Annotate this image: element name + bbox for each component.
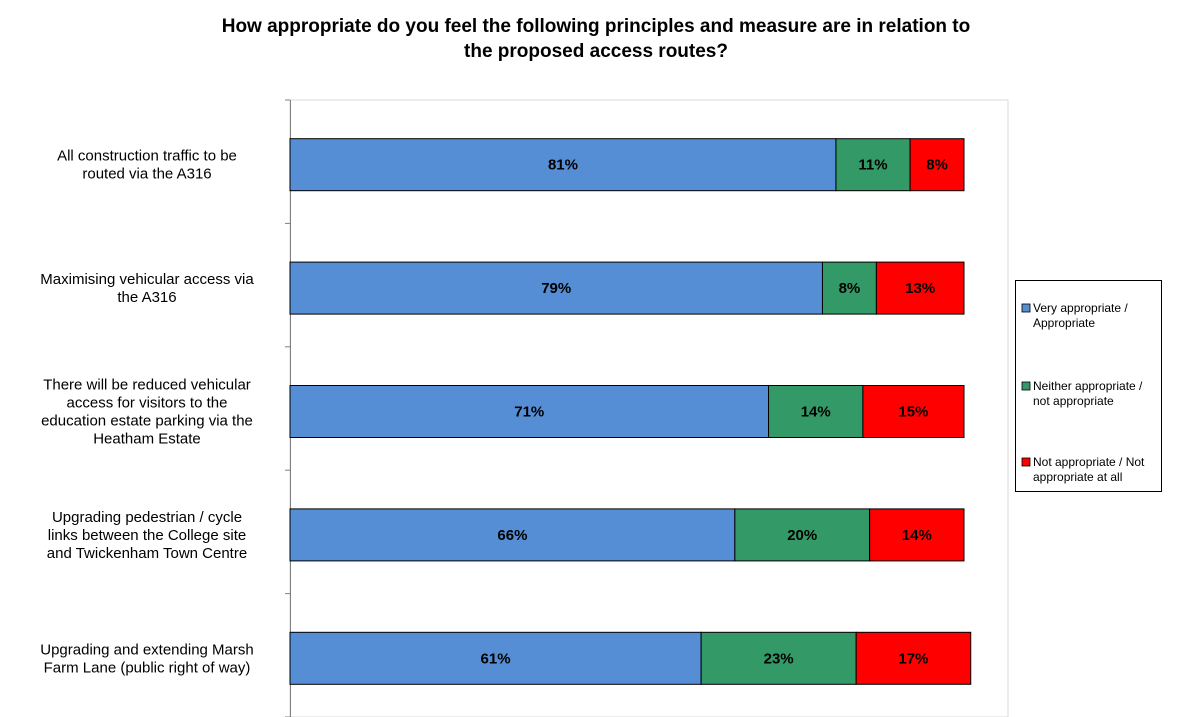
category-label-line: and Twickenham Town Centre bbox=[47, 545, 247, 562]
data-label: 61% bbox=[481, 650, 511, 667]
category-label-line: There will be reduced vehicular bbox=[43, 377, 251, 394]
legend-entry-line: Appropriate bbox=[1033, 316, 1095, 330]
legend-entry-line: appropriate at all bbox=[1033, 470, 1122, 484]
legend-entry-label: Very appropriate / Appropriate bbox=[1033, 301, 1128, 330]
data-label: 13% bbox=[905, 280, 935, 297]
chart-title-line-2: the proposed access routes? bbox=[464, 41, 728, 62]
bar-segment bbox=[821, 261, 877, 315]
data-label: 17% bbox=[898, 650, 928, 667]
category-label-line: routed via the A316 bbox=[82, 166, 211, 183]
data-label: 23% bbox=[764, 650, 794, 667]
bar-segment bbox=[289, 508, 736, 562]
bar-segment bbox=[909, 138, 965, 192]
category-label: Upgrading and extending Marsh Farm Lane (… bbox=[40, 641, 253, 676]
legend-entry-line: Very appropriate / bbox=[1033, 301, 1128, 315]
category-label-line: All construction traffic to be bbox=[57, 148, 237, 165]
bar-segment bbox=[768, 385, 864, 438]
category-label-line: access for visitors to the bbox=[67, 395, 228, 412]
data-label: 11% bbox=[858, 157, 887, 174]
data-label: 8% bbox=[926, 157, 948, 174]
category-label-line: Farm Lane (public right of way) bbox=[44, 659, 251, 676]
bar-segment bbox=[734, 508, 871, 562]
category-label-line: Heatham Estate bbox=[93, 431, 201, 448]
bar-segment bbox=[869, 508, 965, 562]
data-label: 79% bbox=[541, 280, 571, 297]
legend-entry-line: not appropriate bbox=[1033, 394, 1114, 408]
data-label: 15% bbox=[898, 404, 928, 421]
bar-segment bbox=[862, 385, 965, 438]
category-label-line: Upgrading and extending Marsh bbox=[40, 641, 253, 658]
data-label: 14% bbox=[801, 404, 831, 421]
legend-swatch bbox=[1021, 303, 1031, 313]
data-label: 71% bbox=[514, 404, 544, 421]
category-label-line: education estate parking via the bbox=[41, 413, 253, 430]
chart-title: How appropriate do you feel the followin… bbox=[0, 14, 1192, 64]
legend-entry-line: Neither appropriate / bbox=[1033, 379, 1143, 393]
bar-segment bbox=[289, 385, 770, 438]
legend-entry-line: Not appropriate / Not bbox=[1033, 455, 1145, 469]
data-label: 8% bbox=[839, 280, 861, 297]
category-label: Upgrading pedestrian / cycle links betwee… bbox=[47, 509, 247, 562]
bar-segment bbox=[875, 261, 965, 315]
category-label: There will be reduced vehicular access fo… bbox=[41, 377, 253, 448]
category-label: Maximising vehicular access via the A316 bbox=[40, 271, 254, 306]
legend-entry-label: Not appropriate / Not appropriate at all bbox=[1033, 455, 1145, 484]
legend-box bbox=[1015, 280, 1162, 492]
category-label-line: the A316 bbox=[117, 289, 176, 306]
chart-title-line-1: How appropriate do you feel the followin… bbox=[221, 16, 971, 37]
data-label: 14% bbox=[902, 527, 932, 544]
bar-segment bbox=[289, 631, 702, 685]
legend-swatch bbox=[1021, 381, 1031, 391]
category-label-line: Upgrading pedestrian / cycle bbox=[52, 509, 242, 526]
legend-swatch bbox=[1021, 457, 1031, 467]
legend-entry-label: Neither appropriate / not appropriate bbox=[1033, 379, 1143, 408]
data-label: 81% bbox=[548, 157, 578, 174]
bar-segment bbox=[289, 261, 823, 315]
bar-segment bbox=[855, 631, 972, 685]
category-label-line: links between the College site bbox=[48, 527, 246, 544]
data-label: 66% bbox=[497, 527, 527, 544]
category-label-line: Maximising vehicular access via bbox=[40, 271, 254, 288]
category-label: All construction traffic to be routed via… bbox=[57, 148, 237, 183]
data-label: 20% bbox=[787, 527, 817, 544]
